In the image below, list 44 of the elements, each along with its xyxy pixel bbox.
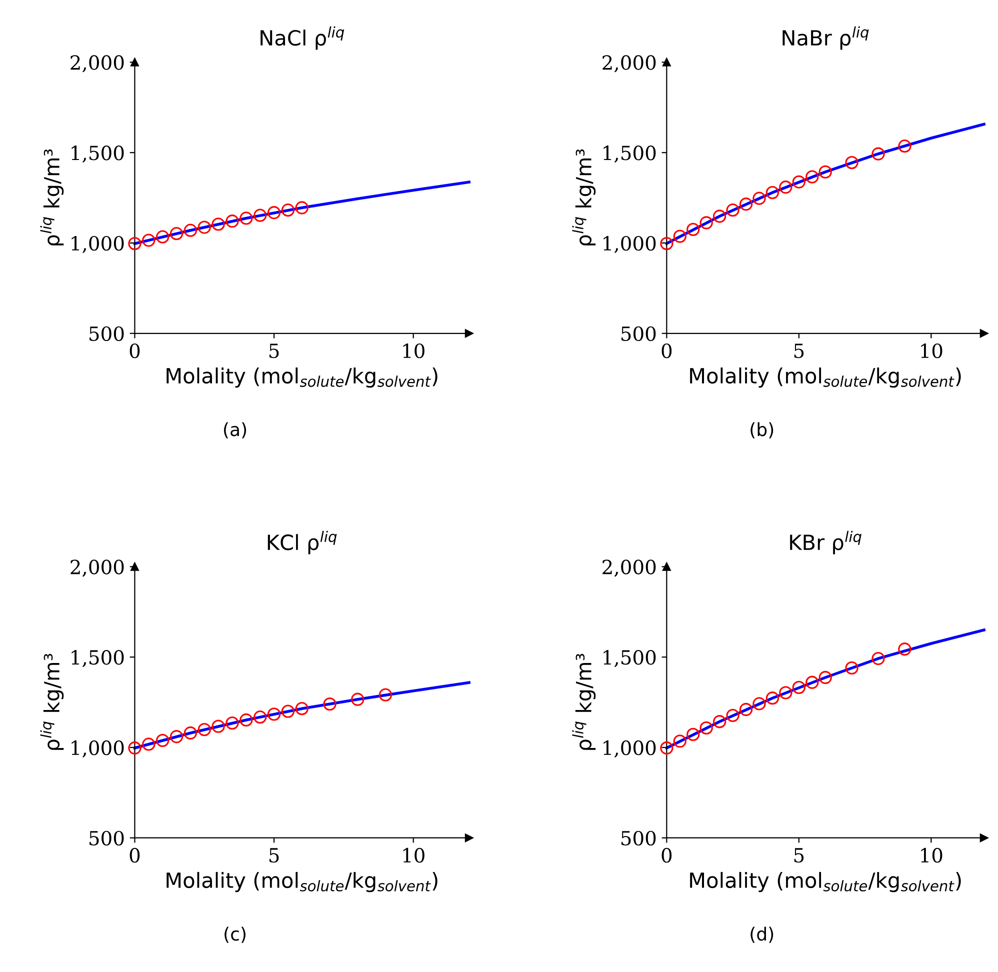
x-tick-label: 0 (130, 848, 140, 863)
x-tick-label: 0 (662, 343, 672, 358)
x-tick-label: 10 (921, 848, 942, 863)
y-tick-label: 500 (621, 830, 656, 846)
y-tick-label: 1,000 (72, 740, 124, 758)
y-tick-label: 500 (621, 326, 656, 342)
y-tick-label: 2,000 (602, 55, 656, 72)
y-axis-title: ρ$^{liq}$ kg/m³ (40, 654, 64, 750)
y-tick-label: 1,000 (604, 236, 656, 254)
x-tick-label: 5 (270, 344, 279, 358)
text: (b) (750, 422, 774, 438)
x-tick-label: 5 (270, 848, 279, 863)
x-tick-label: 5 (794, 344, 804, 358)
x-tick-label: 10 (403, 848, 424, 863)
x-axis-title: Molality (mol$_{solute}$/kg$_{solvent}$) (166, 367, 438, 388)
x-tick-label: 5 (794, 848, 804, 863)
y-tick-label: 1,500 (604, 650, 656, 668)
y-tick-label: 2,000 (70, 55, 124, 72)
x-axis-title: Molality (mol$_{solute}$/kg$_{solvent}$) (166, 872, 438, 892)
y-axis-title: ρ$^{liq}$ kg/m³ (572, 654, 596, 750)
y-tick-label: 2,000 (602, 560, 656, 577)
y-tick-label: 1,000 (604, 740, 656, 758)
y-tick-label: 2,000 (70, 560, 124, 577)
text: (a) (224, 422, 246, 438)
x-tick-label: 0 (130, 343, 140, 358)
chart-title: NaBr ρ$^{liq}$ (782, 26, 869, 50)
y-tick-label: 1,000 (72, 236, 124, 254)
y-axis-title: ρ$^{liq}$ kg/m³ (40, 149, 64, 246)
x-tick-label: 10 (403, 343, 424, 358)
y-axis-title: ρ$^{liq}$ kg/m³ (572, 149, 596, 246)
text: (d) (750, 926, 774, 943)
y-tick-label: 1,500 (72, 146, 124, 163)
chart-title: NaCl ρ$^{liq}$ (260, 26, 344, 50)
y-tick-label: 1,500 (604, 146, 656, 163)
text: (c) (224, 926, 246, 943)
x-tick-label: 10 (921, 343, 942, 358)
x-axis-title: Molality (mol$_{solute}$/kg$_{solvent}$) (690, 367, 961, 388)
y-tick-label: 1,500 (72, 650, 124, 668)
y-tick-label: 500 (90, 326, 124, 342)
x-axis-title: Molality (mol$_{solute}$/kg$_{solvent}$) (690, 872, 961, 892)
chart-title: KBr ρ$^{liq}$ (790, 530, 862, 554)
x-tick-label: 0 (662, 848, 672, 863)
chart-title: KCl ρ$^{liq}$ (268, 530, 337, 554)
y-tick-label: 500 (90, 830, 124, 846)
